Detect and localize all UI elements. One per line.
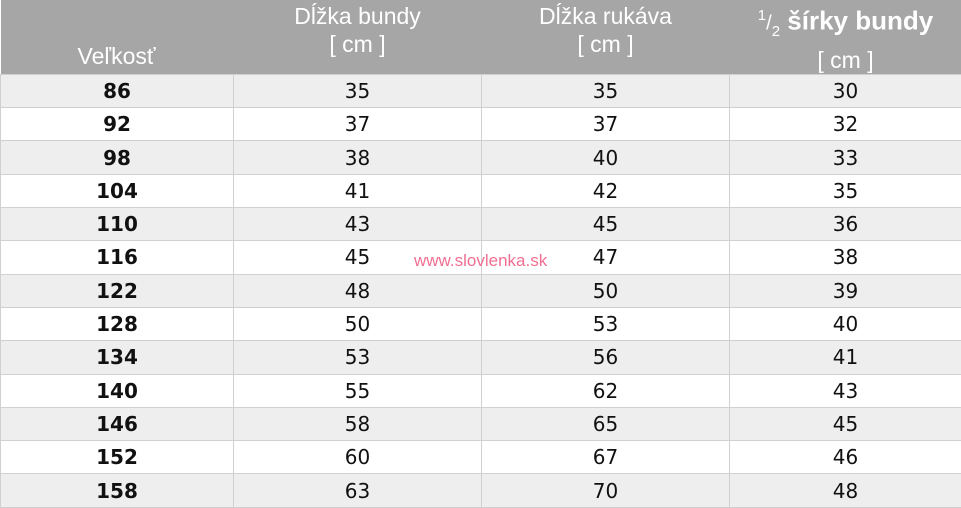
jacket-length-cell: 37 — [234, 108, 482, 141]
half-width-cell: 48 — [730, 474, 961, 507]
sleeve-length-cell: 45 — [482, 208, 730, 241]
jacket-length-cell: 60 — [234, 441, 482, 474]
jacket-length-cell: 43 — [234, 208, 482, 241]
sleeve-length-cell: 53 — [482, 307, 730, 340]
half-width-cell: 35 — [730, 174, 961, 207]
size-cell: 110 — [1, 208, 234, 241]
sleeve-length-cell: 42 — [482, 174, 730, 207]
fraction-numerator: 1 — [758, 7, 766, 24]
size-cell: 116 — [1, 241, 234, 274]
size-cell: 152 — [1, 441, 234, 474]
jacket-length-cell: 41 — [234, 174, 482, 207]
jacket-length-cell: 58 — [234, 407, 482, 440]
size-cell: 122 — [1, 274, 234, 307]
half-width-cell: 46 — [730, 441, 961, 474]
header-sleeve-length-unit: [ cm ] — [482, 30, 730, 58]
sleeve-length-cell: 65 — [482, 407, 730, 440]
header-row: Veľkosť Dĺžka bundy [ cm ] Dĺžka rukáva … — [1, 0, 961, 74]
half-width-cell: 40 — [730, 307, 961, 340]
jacket-length-cell: 48 — [234, 274, 482, 307]
sleeve-length-cell: 50 — [482, 274, 730, 307]
half-width-cell: 43 — [730, 374, 961, 407]
header-jacket-length: Dĺžka bundy [ cm ] — [234, 0, 482, 74]
size-cell: 158 — [1, 474, 234, 507]
fraction-denominator: 2 — [772, 23, 780, 40]
header-jacket-length-label: Dĺžka bundy — [234, 2, 482, 30]
jacket-length-cell: 55 — [234, 374, 482, 407]
jacket-length-cell: 38 — [234, 141, 482, 174]
header-sleeve-length: Dĺžka rukáva [ cm ] — [482, 0, 730, 74]
header-jacket-length-unit: [ cm ] — [234, 30, 482, 58]
sleeve-length-cell: 62 — [482, 374, 730, 407]
half-width-cell: 38 — [730, 241, 961, 274]
size-cell: 86 — [1, 74, 234, 107]
size-cell: 92 — [1, 108, 234, 141]
half-width-cell: 36 — [730, 208, 961, 241]
header-half-width: 1/2 šírky bundy [ cm ] — [730, 0, 961, 74]
half-width-cell: 39 — [730, 274, 961, 307]
sleeve-length-cell: 37 — [482, 108, 730, 141]
size-cell: 140 — [1, 374, 234, 407]
size-cell: 134 — [1, 341, 234, 374]
half-width-cell: 30 — [730, 74, 961, 107]
header-size: Veľkosť — [1, 0, 234, 74]
size-cell: 146 — [1, 407, 234, 440]
sleeve-length-cell: 70 — [482, 474, 730, 507]
sleeve-length-cell: 56 — [482, 341, 730, 374]
sleeve-length-cell: 40 — [482, 141, 730, 174]
size-cell: 128 — [1, 307, 234, 340]
header-sleeve-length-label: Dĺžka rukáva — [482, 2, 730, 30]
jacket-length-cell: 63 — [234, 474, 482, 507]
half-width-cell: 32 — [730, 108, 961, 141]
jacket-length-cell: 35 — [234, 74, 482, 107]
size-cell: 104 — [1, 174, 234, 207]
jacket-length-cell: 53 — [234, 341, 482, 374]
watermark: www.slovlenka.sk — [414, 251, 547, 271]
jacket-length-cell: 50 — [234, 307, 482, 340]
header-half-width-label: šírky bundy — [787, 6, 933, 36]
half-width-cell: 41 — [730, 341, 961, 374]
header-half-width-unit: [ cm ] — [730, 46, 961, 74]
half-width-cell: 45 — [730, 407, 961, 440]
sleeve-length-cell: 67 — [482, 441, 730, 474]
size-cell: 98 — [1, 141, 234, 174]
sleeve-length-cell: 35 — [482, 74, 730, 107]
half-width-cell: 33 — [730, 141, 961, 174]
